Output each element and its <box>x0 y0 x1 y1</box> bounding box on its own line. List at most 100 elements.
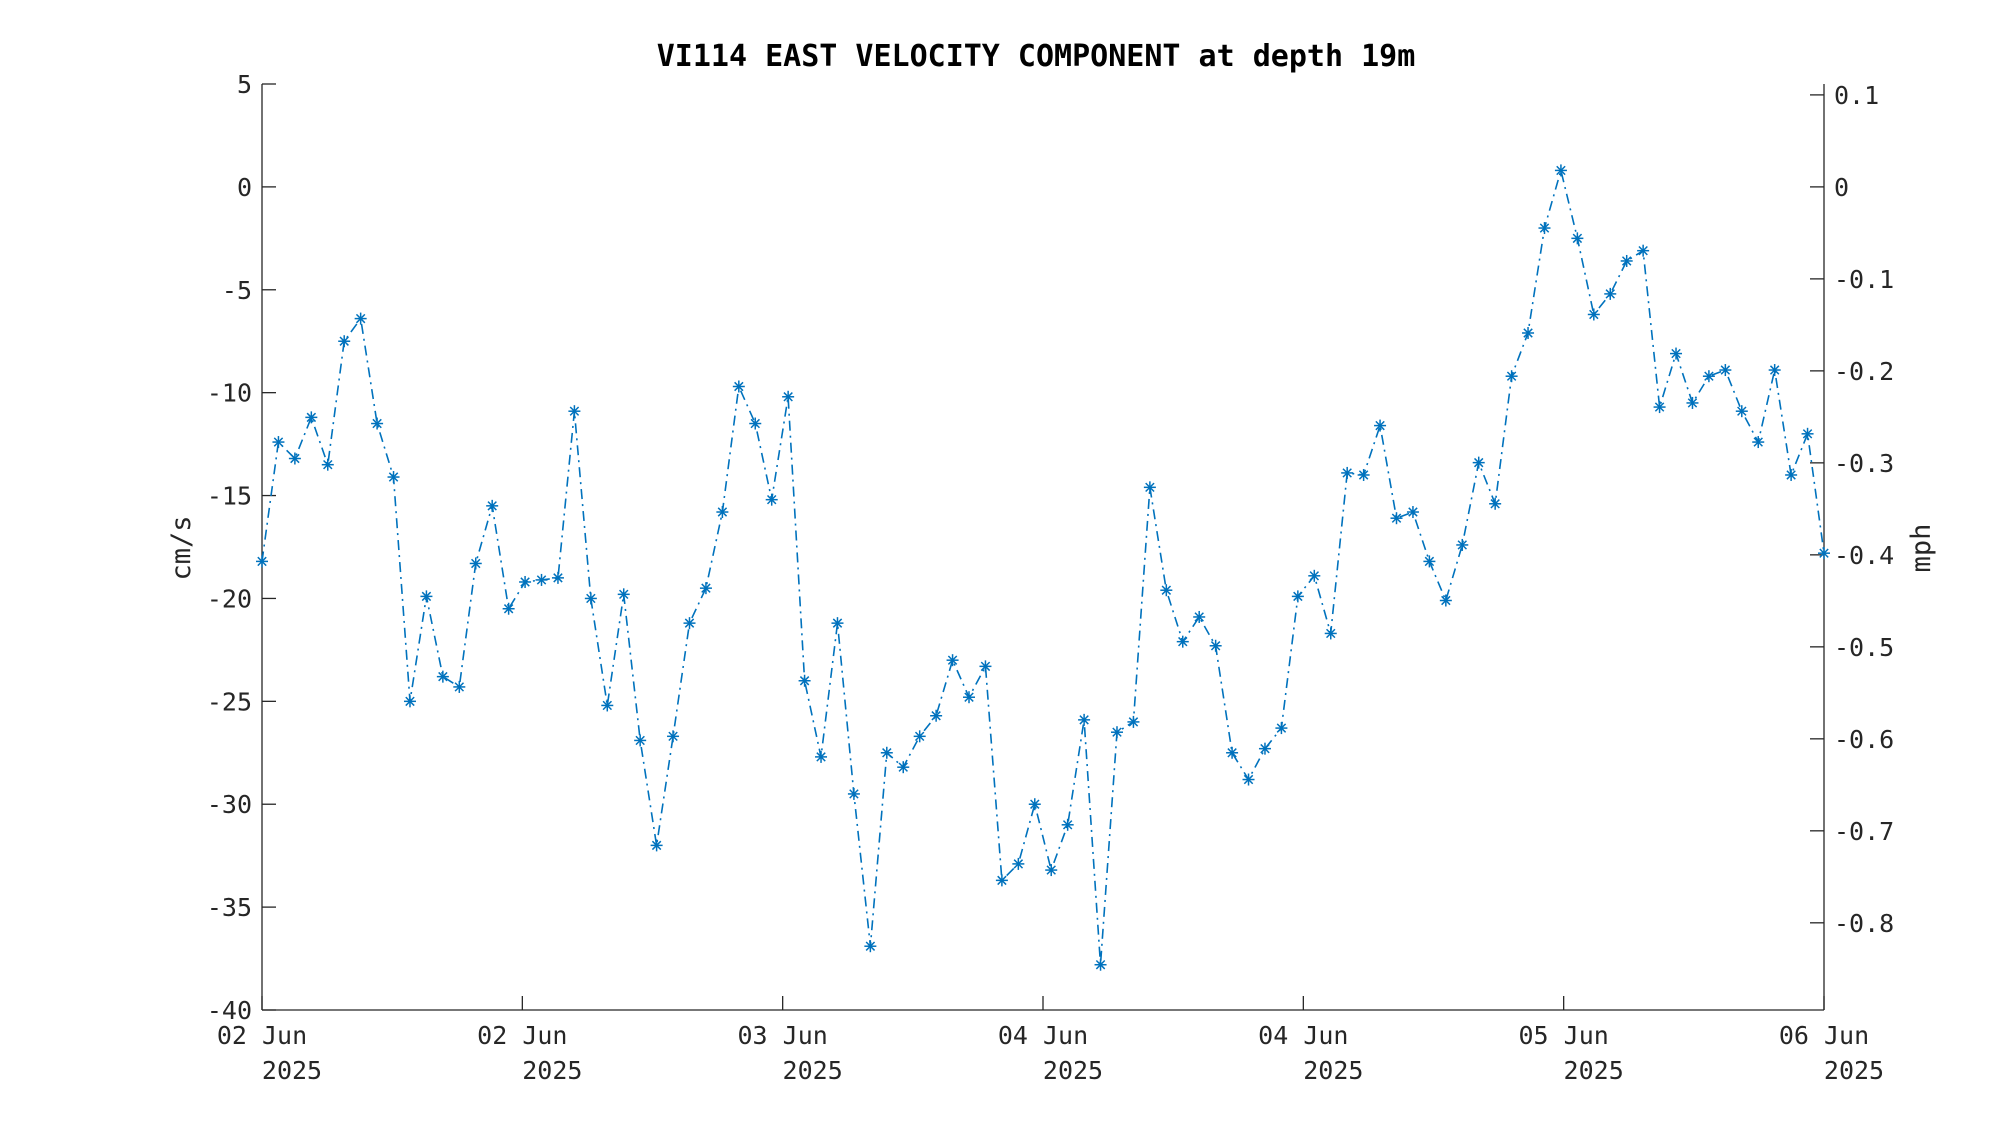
x-tick-label: 03 Jun <box>738 1021 828 1050</box>
axes: 5 0 -5 -10 -15 -20 -25 -30 -35 -40 0.1 0 -0.1 -0.2 -0.… <box>207 70 1894 1085</box>
data-point <box>1045 864 1058 877</box>
data-point <box>1702 370 1715 383</box>
y-tick-label: -5 <box>222 276 252 305</box>
data-point <box>1357 468 1370 481</box>
data-point <box>1406 506 1419 519</box>
data-point <box>436 670 449 683</box>
x-tick-label: 04 Jun <box>998 1021 1088 1050</box>
data-point <box>1818 547 1830 560</box>
data-point <box>551 571 564 584</box>
data-point <box>617 588 630 601</box>
series-line <box>261 167 1825 965</box>
data-point <box>1127 715 1140 728</box>
y-tick-label: -15 <box>207 482 252 511</box>
data-point <box>486 499 499 512</box>
data-point <box>765 493 778 506</box>
data-point <box>469 557 482 570</box>
data-point <box>1620 254 1633 267</box>
data-point <box>1258 742 1271 755</box>
x-tick-label-year: 2025 <box>262 1056 322 1085</box>
data-point <box>1554 164 1567 177</box>
data-point <box>371 417 384 430</box>
x-tick-label-year: 2025 <box>522 1056 582 1085</box>
data-point <box>1390 512 1403 525</box>
data-point <box>1571 232 1584 245</box>
y2-tick-label: -0.5 <box>1834 633 1894 662</box>
data-point <box>601 699 614 712</box>
y-tick-label: -10 <box>207 379 252 408</box>
data-point <box>1242 773 1255 786</box>
data-point <box>1110 726 1123 739</box>
data-point <box>338 335 351 348</box>
data-point <box>1752 436 1765 449</box>
y-tick-label: -30 <box>207 790 252 819</box>
data-point <box>831 617 844 630</box>
data-point <box>1456 538 1469 551</box>
y2-axis-label: mph <box>1906 524 1937 573</box>
data-point <box>782 390 795 403</box>
x-tick-label: 05 Jun <box>1519 1021 1609 1050</box>
data-point <box>1637 244 1650 257</box>
data-point <box>1012 857 1025 870</box>
data-point <box>683 617 696 630</box>
data-point <box>1143 481 1156 494</box>
y2-tick-label: 0 <box>1834 173 1849 202</box>
data-point <box>305 411 318 424</box>
data-point <box>1078 713 1091 726</box>
data-point <box>1472 456 1485 469</box>
data-point <box>519 575 532 588</box>
data-point <box>1686 396 1699 409</box>
data-point <box>1423 555 1436 568</box>
data-point <box>847 787 860 800</box>
data-point <box>650 839 663 852</box>
data-point <box>1308 569 1321 582</box>
data-point <box>946 654 959 667</box>
data-point <box>453 680 466 693</box>
y-tick-label: -25 <box>207 687 252 716</box>
data-point <box>749 417 762 430</box>
data-point <box>880 746 893 759</box>
data-point <box>699 582 712 595</box>
data-point <box>963 691 976 704</box>
data-point <box>1324 627 1337 640</box>
x-tick-label-year: 2025 <box>1043 1056 1103 1085</box>
data-point <box>1670 347 1683 360</box>
data-point <box>864 940 877 953</box>
data-point <box>1768 364 1781 377</box>
data-point <box>1587 308 1600 321</box>
data-point <box>1061 818 1074 831</box>
data-point <box>535 573 548 586</box>
data-point <box>1735 405 1748 418</box>
data-point <box>1653 401 1666 414</box>
data-point <box>930 709 943 722</box>
data-point <box>1374 419 1387 432</box>
data-point <box>502 602 515 615</box>
data-point <box>815 750 828 763</box>
y-tick-label: -35 <box>207 893 252 922</box>
data-point <box>1275 722 1288 735</box>
y-axis-label: cm/s <box>166 515 197 580</box>
data-point <box>634 734 647 747</box>
data-point <box>1604 287 1617 300</box>
data-point <box>256 555 268 568</box>
data-point <box>1785 468 1798 481</box>
x-tick-label-year: 2025 <box>1303 1056 1363 1085</box>
data-point <box>403 695 416 708</box>
data-point <box>1522 326 1535 339</box>
data-point <box>1176 635 1189 648</box>
data-point <box>387 471 400 484</box>
data-point <box>1291 590 1304 603</box>
y2-tick-label: -0.7 <box>1834 817 1894 846</box>
y2-tick-label: -0.8 <box>1834 909 1894 938</box>
y2-tick-label: -0.3 <box>1834 449 1894 478</box>
data-point <box>354 312 367 325</box>
data-point <box>913 730 926 743</box>
data-point <box>321 458 334 471</box>
data-point <box>1505 370 1518 383</box>
chart-title: VI114 EAST VELOCITY COMPONENT at depth 1… <box>657 39 1416 74</box>
x-tick-label: 02 Jun <box>217 1021 307 1050</box>
data-point <box>716 506 729 519</box>
data-point <box>584 592 597 605</box>
